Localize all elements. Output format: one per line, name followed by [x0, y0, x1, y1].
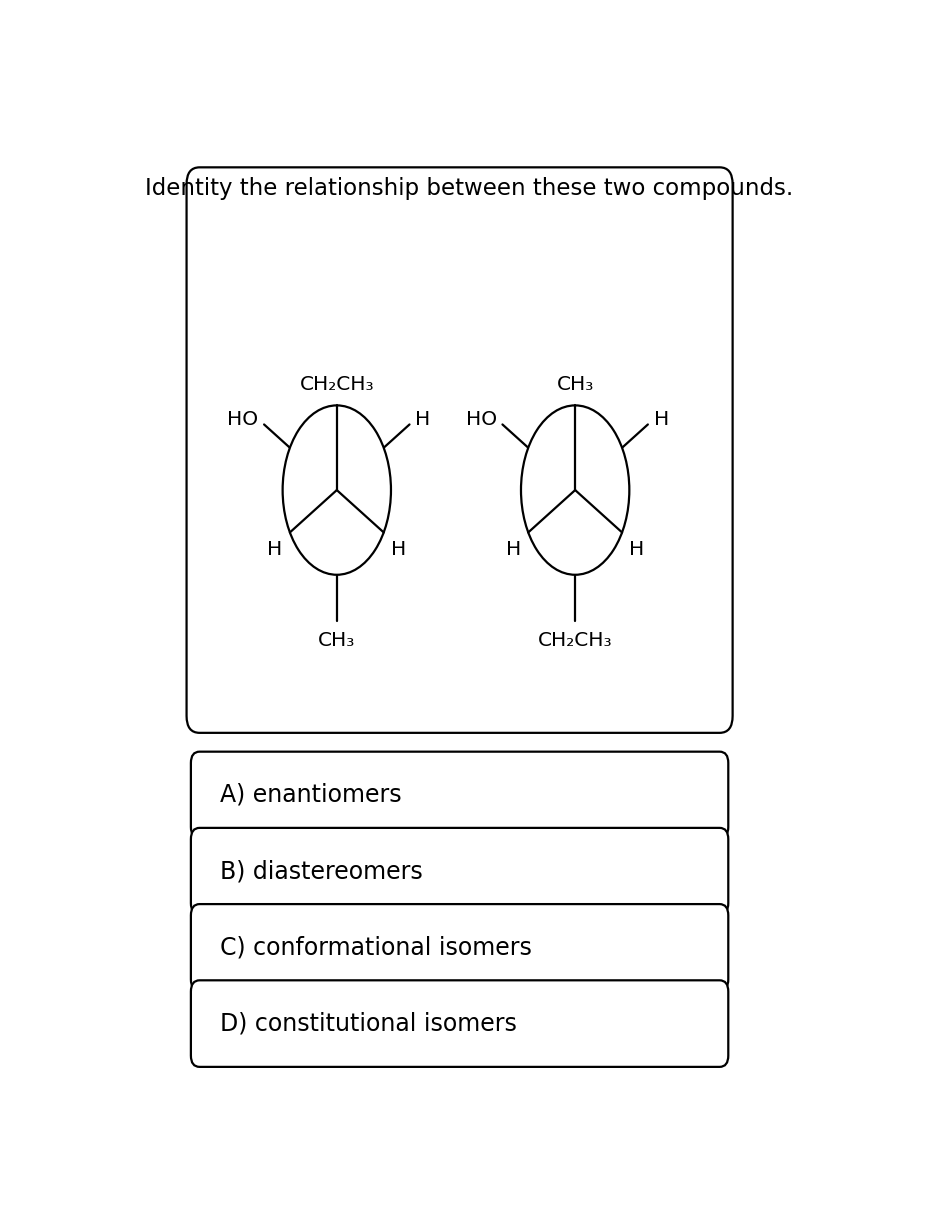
- Text: H: H: [391, 540, 406, 558]
- Text: H: H: [267, 540, 282, 558]
- FancyBboxPatch shape: [191, 752, 728, 838]
- Text: C) conformational isomers: C) conformational isomers: [220, 935, 531, 959]
- Text: A) enantiomers: A) enantiomers: [220, 783, 402, 807]
- Text: H: H: [629, 540, 645, 558]
- Text: Identity the relationship between these two compounds.: Identity the relationship between these …: [145, 177, 794, 199]
- FancyBboxPatch shape: [191, 827, 728, 914]
- FancyBboxPatch shape: [191, 980, 728, 1067]
- Text: D) constitutional isomers: D) constitutional isomers: [220, 1012, 516, 1035]
- Ellipse shape: [521, 406, 629, 574]
- Text: H: H: [653, 411, 669, 429]
- Text: HO: HO: [227, 411, 258, 429]
- Text: HO: HO: [466, 411, 497, 429]
- Text: H: H: [506, 540, 521, 558]
- Text: CH₃: CH₃: [318, 631, 355, 650]
- Text: CH₂CH₃: CH₂CH₃: [299, 375, 374, 395]
- Text: B) diastereomers: B) diastereomers: [220, 859, 422, 884]
- FancyBboxPatch shape: [186, 167, 733, 733]
- Text: CH₂CH₃: CH₂CH₃: [538, 631, 612, 650]
- Ellipse shape: [282, 406, 391, 574]
- FancyBboxPatch shape: [191, 904, 728, 991]
- Text: H: H: [416, 411, 431, 429]
- Text: CH₃: CH₃: [556, 375, 594, 395]
